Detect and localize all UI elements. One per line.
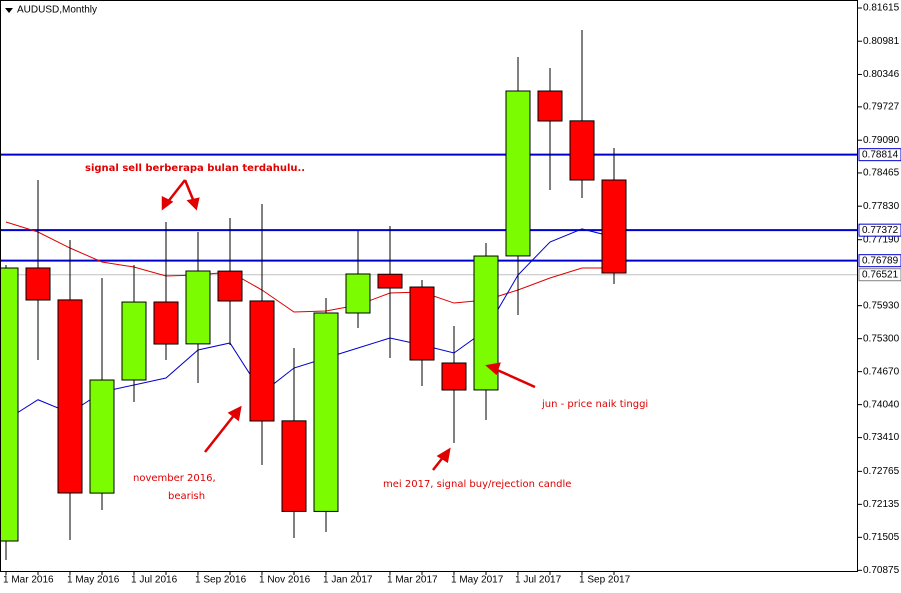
price-label: 0.77372 (862, 225, 899, 236)
plot-frame (0, 0, 858, 572)
candle-body (313, 312, 339, 512)
moving-average (5, 221, 614, 313)
annotation: bearish (168, 491, 205, 502)
candle-body (0, 267, 19, 542)
price-label: 0.76521 (862, 269, 899, 280)
y-tick-label: 0.78465 (863, 168, 900, 179)
arrow-head (227, 405, 242, 422)
y-tick-label: 0.77830 (863, 201, 900, 212)
x-tick-label: 1 Mar 2017 (387, 575, 438, 586)
x-tick-label: 1 Mar 2016 (3, 575, 54, 586)
price-label-box (858, 223, 901, 237)
y-tick-label: 0.72135 (863, 499, 900, 510)
x-tick-label: 1 May 2017 (451, 575, 504, 586)
x-tick-label: 1 Jul 2016 (131, 575, 178, 586)
chart-title: AUDUSD,Monthly (17, 5, 97, 16)
candle-body (185, 270, 211, 345)
candle-body (409, 286, 435, 361)
arrow (204, 413, 236, 453)
y-tick-label: 0.73410 (863, 432, 900, 443)
candle-body (601, 179, 627, 274)
candle-body (505, 90, 531, 257)
candle-body (377, 273, 403, 289)
candle-body (345, 273, 371, 314)
candle-body (121, 301, 147, 381)
y-tick-label: 0.70875 (863, 565, 900, 576)
y-tick-label: 0.74040 (863, 399, 900, 410)
y-tick-label: 0.74670 (863, 366, 900, 377)
arrow (166, 179, 186, 204)
price-label-box (858, 254, 901, 268)
x-tick-label: 1 Jan 2017 (323, 575, 373, 586)
plot-area (0, 30, 858, 561)
candle-body (57, 299, 83, 494)
arrow (183, 179, 196, 203)
candle-body (217, 270, 243, 302)
candle-body (441, 362, 467, 391)
arrow-head (485, 362, 501, 376)
menu-triangle (5, 8, 13, 13)
x-tick-label: 1 Nov 2016 (259, 575, 311, 586)
y-tick-label: 0.75930 (863, 300, 900, 311)
annotation: mei 2017, signal buy/rejection candle (383, 479, 571, 490)
y-tick-label: 0.79090 (863, 135, 900, 146)
price-label-box (858, 268, 901, 282)
arrows (161, 179, 536, 471)
x-tick-label: 1 May 2016 (67, 575, 120, 586)
y-tick-label: 0.79727 (863, 102, 900, 113)
y-tick-label: 0.71505 (863, 532, 900, 543)
arrow-head (436, 447, 451, 464)
candle-body (281, 420, 307, 512)
candle-body (153, 301, 179, 345)
candle-body (569, 120, 595, 181)
price-label-box (858, 148, 901, 162)
x-tick-label: 1 Jul 2017 (515, 575, 562, 586)
y-tick-label: 0.75300 (863, 333, 900, 344)
arrow (494, 367, 536, 389)
annotation: signal sell berberapa bulan terdahulu.. (85, 163, 305, 174)
price-label: 0.78814 (862, 149, 899, 160)
x-tick-label: 1 Sep 2016 (195, 575, 247, 586)
y-tick-label: 0.72765 (863, 466, 900, 477)
candle-body (89, 379, 115, 494)
arrow-head (161, 195, 174, 211)
annotation: november 2016, (133, 473, 216, 484)
price-label: 0.76789 (862, 255, 899, 266)
x-tick-label: 1 Sep 2017 (579, 575, 631, 586)
y-tick-label: 0.77190 (863, 234, 900, 245)
candle-body (249, 300, 275, 422)
y-tick-label: 0.80346 (863, 69, 900, 80)
candle-body (537, 90, 563, 122)
candle-body (25, 267, 51, 301)
y-tick-label: 0.81615 (863, 3, 900, 14)
y-tick-label: 0.80981 (863, 36, 900, 47)
arrow-head (186, 197, 200, 211)
annotation: jun - price naik tinggi (541, 399, 648, 410)
